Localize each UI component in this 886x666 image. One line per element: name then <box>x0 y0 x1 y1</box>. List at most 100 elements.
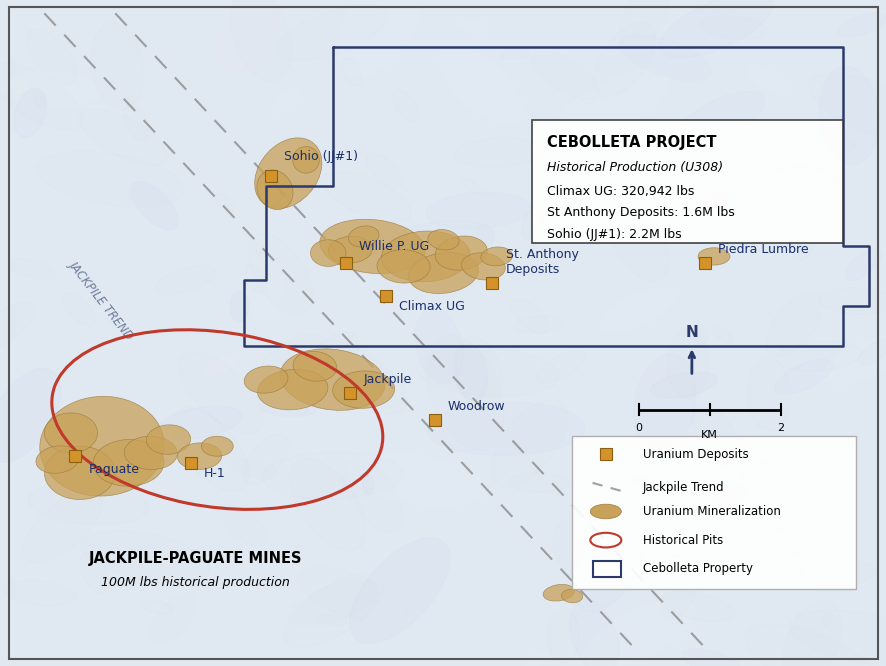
Text: 100M lbs historical production: 100M lbs historical production <box>101 576 289 589</box>
Ellipse shape <box>292 47 424 103</box>
Ellipse shape <box>857 302 883 342</box>
Ellipse shape <box>380 236 450 263</box>
Text: Sohio (JJ#1): 2.2M lbs: Sohio (JJ#1): 2.2M lbs <box>547 228 681 241</box>
Ellipse shape <box>357 220 494 276</box>
Text: 2: 2 <box>776 423 783 433</box>
Ellipse shape <box>204 356 234 376</box>
Ellipse shape <box>98 330 118 342</box>
Ellipse shape <box>361 474 373 494</box>
Ellipse shape <box>561 589 582 603</box>
Ellipse shape <box>137 39 193 104</box>
Text: St. Anthony
Deposits: St. Anthony Deposits <box>505 248 578 276</box>
Text: Historical Pits: Historical Pits <box>642 533 722 547</box>
Ellipse shape <box>590 504 620 519</box>
Ellipse shape <box>674 91 764 148</box>
Ellipse shape <box>381 231 470 282</box>
Ellipse shape <box>14 88 46 137</box>
Ellipse shape <box>292 352 337 381</box>
Ellipse shape <box>0 368 60 462</box>
Ellipse shape <box>292 147 319 173</box>
Text: Climax UG: 320,942 lbs: Climax UG: 320,942 lbs <box>547 185 694 198</box>
Ellipse shape <box>585 601 694 666</box>
Ellipse shape <box>521 208 543 238</box>
Ellipse shape <box>348 226 378 247</box>
Ellipse shape <box>201 436 233 456</box>
Ellipse shape <box>320 219 424 274</box>
Text: Piedra Lumbre: Piedra Lumbre <box>718 243 808 256</box>
Ellipse shape <box>553 520 583 570</box>
Ellipse shape <box>332 371 394 408</box>
Ellipse shape <box>274 565 365 597</box>
Ellipse shape <box>660 591 734 621</box>
Ellipse shape <box>488 412 566 468</box>
Ellipse shape <box>415 308 462 384</box>
Ellipse shape <box>328 236 372 263</box>
Text: KM: KM <box>700 430 718 440</box>
Ellipse shape <box>346 454 486 506</box>
Ellipse shape <box>821 140 855 152</box>
Ellipse shape <box>319 199 384 304</box>
Text: Willie P. UG: Willie P. UG <box>359 240 429 253</box>
Bar <box>592 561 620 577</box>
Text: Jackpile: Jackpile <box>363 373 411 386</box>
Ellipse shape <box>44 413 97 453</box>
Text: H-1: H-1 <box>204 466 226 480</box>
Ellipse shape <box>260 398 316 417</box>
Ellipse shape <box>724 157 808 198</box>
Ellipse shape <box>257 170 292 210</box>
Text: Climax UG: Climax UG <box>399 300 464 313</box>
Ellipse shape <box>253 478 324 560</box>
Text: CEBOLLETA PROJECT: CEBOLLETA PROJECT <box>547 135 716 151</box>
Ellipse shape <box>121 439 147 478</box>
Text: St Anthony Deposits: 1.6M lbs: St Anthony Deposits: 1.6M lbs <box>547 206 734 220</box>
Ellipse shape <box>600 288 673 331</box>
Ellipse shape <box>569 599 618 666</box>
Ellipse shape <box>775 341 860 371</box>
Text: Uranium Deposits: Uranium Deposits <box>642 448 748 461</box>
Ellipse shape <box>456 18 487 33</box>
Ellipse shape <box>427 230 459 250</box>
Ellipse shape <box>131 182 178 230</box>
Ellipse shape <box>28 484 148 525</box>
Ellipse shape <box>552 70 667 147</box>
Ellipse shape <box>480 247 512 266</box>
Ellipse shape <box>660 57 691 107</box>
Text: Uranium Mineralization: Uranium Mineralization <box>642 505 780 518</box>
Text: Sohio (JJ#1): Sohio (JJ#1) <box>284 150 357 163</box>
Ellipse shape <box>570 504 644 611</box>
Ellipse shape <box>461 253 505 280</box>
Ellipse shape <box>822 336 886 384</box>
Ellipse shape <box>792 238 814 262</box>
Ellipse shape <box>16 79 27 94</box>
Text: JACKPILE-PAGUATE MINES: JACKPILE-PAGUATE MINES <box>89 551 301 566</box>
Ellipse shape <box>349 537 449 643</box>
Ellipse shape <box>844 250 880 280</box>
Text: N: N <box>685 324 697 340</box>
Ellipse shape <box>408 90 437 135</box>
Ellipse shape <box>242 317 299 368</box>
Ellipse shape <box>230 291 248 322</box>
Ellipse shape <box>501 49 530 59</box>
Ellipse shape <box>691 454 743 539</box>
Ellipse shape <box>745 65 785 95</box>
Ellipse shape <box>40 396 164 496</box>
Text: Historical Production (U308): Historical Production (U308) <box>547 161 723 174</box>
Ellipse shape <box>408 252 478 294</box>
Ellipse shape <box>93 440 164 486</box>
Text: JACKPILE TREND: JACKPILE TREND <box>67 258 136 342</box>
Text: Cebolleta Property: Cebolleta Property <box>642 562 752 575</box>
Ellipse shape <box>124 436 177 470</box>
Ellipse shape <box>44 446 115 500</box>
Ellipse shape <box>697 248 729 265</box>
Ellipse shape <box>439 45 521 124</box>
Ellipse shape <box>354 229 452 267</box>
Ellipse shape <box>254 138 322 208</box>
FancyBboxPatch shape <box>571 436 855 589</box>
Ellipse shape <box>280 349 385 410</box>
Ellipse shape <box>310 240 346 266</box>
Ellipse shape <box>542 585 574 601</box>
Text: 0: 0 <box>634 423 641 433</box>
Text: Jackpile Trend: Jackpile Trend <box>642 481 724 494</box>
Ellipse shape <box>425 192 530 228</box>
Ellipse shape <box>423 180 456 229</box>
